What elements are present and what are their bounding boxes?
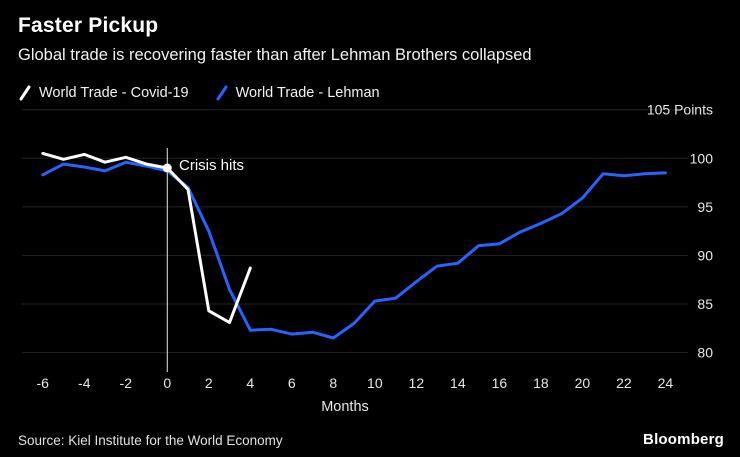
y-tick-label: 90 xyxy=(697,247,713,263)
source-credit: Source: Kiel Institute for the World Eco… xyxy=(18,433,283,448)
series-line-world-trade-covid-19 xyxy=(41,151,252,324)
chart-subtitle: Global trade is recovering faster than a… xyxy=(18,46,532,64)
crisis-dot-marker xyxy=(162,163,172,173)
x-tick-label: 2 xyxy=(205,375,213,391)
x-tick-label: 10 xyxy=(367,375,383,391)
series-line-world-trade-lehman xyxy=(41,160,667,340)
x-tick-label: 16 xyxy=(492,375,508,391)
x-tick-label: 12 xyxy=(409,375,425,391)
y-tick-label: 100 xyxy=(690,150,714,166)
y-tick-label: 85 xyxy=(697,296,713,312)
x-tick-label: 24 xyxy=(658,375,674,391)
x-tick-label: 4 xyxy=(246,375,254,391)
x-axis-title: Months xyxy=(321,399,369,415)
x-tick-label: 14 xyxy=(450,375,466,391)
legend-item-label: World Trade - Covid-19 xyxy=(39,85,189,101)
y-tick-label: 105 Points xyxy=(647,102,713,118)
legend-line-marker-icon xyxy=(216,85,228,101)
x-tick-label: -2 xyxy=(120,375,133,391)
y-tick-label: 80 xyxy=(697,345,713,361)
y-tick-label: 95 xyxy=(697,199,713,215)
legend-item-0: World Trade - Covid-19 xyxy=(18,84,189,102)
legend-item-label: World Trade - Lehman xyxy=(235,85,380,101)
legend: World Trade - Covid-19 World Trade - Lehm… xyxy=(18,84,380,102)
page-title: Faster Pickup xyxy=(18,14,159,37)
bloomberg-logo: Bloomberg xyxy=(643,431,724,448)
x-tick-label: 6 xyxy=(288,375,296,391)
x-tick-label: 0 xyxy=(163,375,171,391)
legend-line-marker-icon xyxy=(19,85,31,101)
x-tick-label: 8 xyxy=(329,375,337,391)
legend-item-1: World Trade - Lehman xyxy=(215,84,380,102)
crisis-annotation-label: Crisis hits xyxy=(179,157,245,174)
x-tick-label: -4 xyxy=(78,375,91,391)
x-tick-label: 20 xyxy=(575,375,591,391)
x-tick-label: -6 xyxy=(37,375,50,391)
x-tick-label: 22 xyxy=(616,375,632,391)
x-tick-label: 18 xyxy=(533,375,549,391)
